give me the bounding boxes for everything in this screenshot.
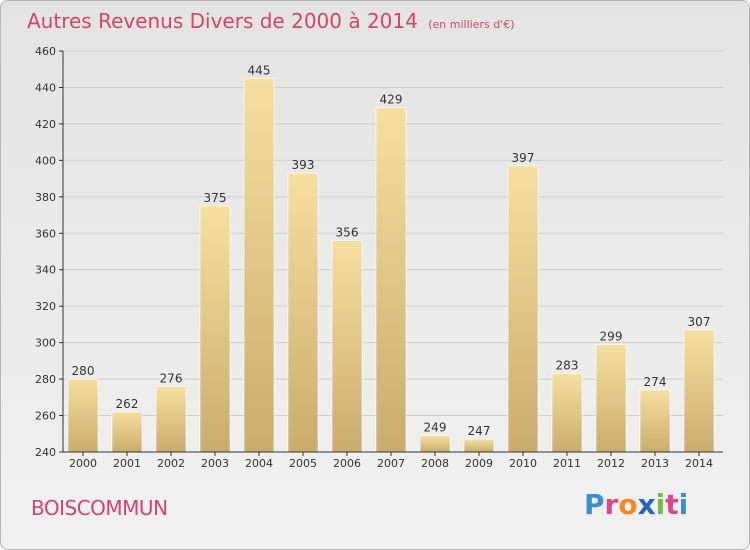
bar-2010 xyxy=(507,165,539,453)
data-label: 397 xyxy=(512,151,535,165)
bar-2003 xyxy=(199,205,231,453)
logo-letter: r xyxy=(604,488,619,521)
bar-2000 xyxy=(67,378,99,453)
x-tick-label: 2000 xyxy=(69,457,97,470)
data-label: 276 xyxy=(160,371,183,385)
x-tick-label: 2007 xyxy=(377,457,405,470)
data-label: 307 xyxy=(688,315,711,329)
y-tick-label: 400 xyxy=(35,154,56,167)
chart-subtitle: (en milliers d'€) xyxy=(428,18,515,31)
data-label: 299 xyxy=(600,329,623,343)
x-tick-label: 2010 xyxy=(509,457,537,470)
x-tick-label: 2013 xyxy=(641,457,669,470)
y-tick-label: 440 xyxy=(35,81,56,94)
logo-letter: i xyxy=(655,488,666,521)
bar-2013 xyxy=(639,389,671,453)
logo-letter: o xyxy=(618,488,638,521)
logo-letter: t xyxy=(665,488,679,521)
x-tick-label: 2004 xyxy=(245,457,273,470)
x-tick-label: 2011 xyxy=(553,457,581,470)
bar-2002 xyxy=(155,385,187,453)
y-tick-label: 240 xyxy=(35,446,56,459)
y-tick-label: 260 xyxy=(35,410,56,423)
bar-2012 xyxy=(595,343,627,453)
logo-letter: x xyxy=(637,488,656,521)
bar-2006 xyxy=(331,240,363,453)
bar-2009 xyxy=(463,438,495,453)
data-label: 429 xyxy=(380,93,403,107)
bar-2004 xyxy=(243,77,275,453)
data-label: 393 xyxy=(292,158,315,172)
data-label: 274 xyxy=(644,375,667,389)
x-tick-label: 2002 xyxy=(157,457,185,470)
data-label: 249 xyxy=(424,421,447,435)
x-tick-label: 2009 xyxy=(465,457,493,470)
y-tick-label: 340 xyxy=(35,264,56,277)
data-label: 283 xyxy=(556,359,579,373)
x-tick-label: 2012 xyxy=(597,457,625,470)
x-tick-label: 2005 xyxy=(289,457,317,470)
data-label: 375 xyxy=(204,191,227,205)
chart-title-text: Autres Revenus Divers de 2000 à 2014 xyxy=(27,9,418,33)
x-tick-label: 2001 xyxy=(113,457,141,470)
x-tick-label: 2014 xyxy=(685,457,713,470)
data-label: 356 xyxy=(336,226,359,240)
data-label: 280 xyxy=(72,364,95,378)
bar-2005 xyxy=(287,172,319,453)
y-tick-label: 360 xyxy=(35,227,56,240)
proxiti-logo: Proxiti xyxy=(584,488,688,521)
bar-2014 xyxy=(683,329,715,453)
data-label: 262 xyxy=(116,397,139,411)
bar-2008 xyxy=(419,435,451,453)
data-label: 445 xyxy=(248,63,271,77)
bar-2007 xyxy=(375,107,407,453)
data-label: 247 xyxy=(468,424,491,438)
x-tick-label: 2008 xyxy=(421,457,449,470)
y-tick-label: 380 xyxy=(35,191,56,204)
y-tick-label: 300 xyxy=(35,337,56,350)
logo-letter: i xyxy=(678,488,689,521)
bar-2011 xyxy=(551,373,583,453)
logo-letter: P xyxy=(584,488,605,521)
bar-2001 xyxy=(111,411,143,453)
y-tick-label: 420 xyxy=(35,118,56,131)
y-tick-label: 460 xyxy=(35,45,56,58)
town-name: BOISCOMMUN xyxy=(31,496,168,520)
y-tick-label: 280 xyxy=(35,373,56,386)
chart-title: Autres Revenus Divers de 2000 à 2014 (en… xyxy=(27,9,515,33)
y-tick-label: 320 xyxy=(35,300,56,313)
x-tick-label: 2003 xyxy=(201,457,229,470)
x-tick-label: 2006 xyxy=(333,457,361,470)
